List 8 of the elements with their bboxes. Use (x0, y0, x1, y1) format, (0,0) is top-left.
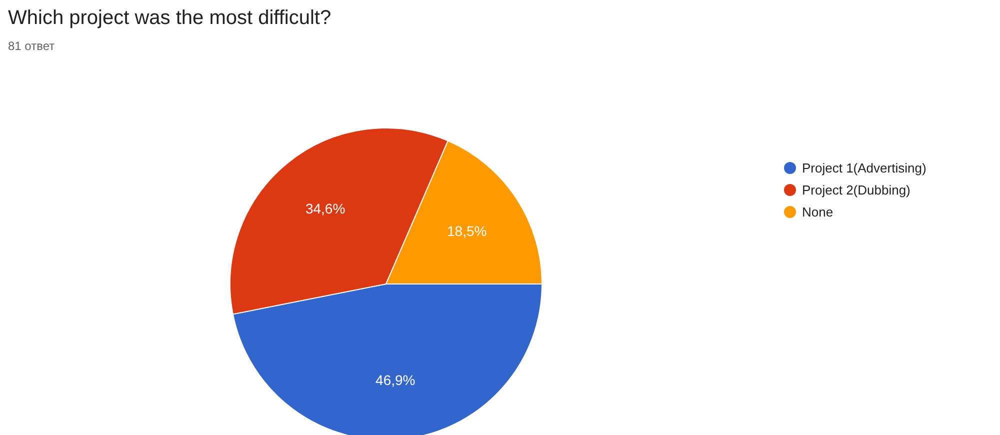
legend-label: None (802, 204, 834, 220)
chart-title: Which project was the most difficult? (8, 7, 332, 29)
legend-label: Project 2(Dubbing) (802, 182, 910, 198)
data-label: 34,6% (305, 200, 346, 217)
data-label: 46,9% (376, 372, 416, 388)
legend-label: Project 1(Advertising) (802, 160, 926, 176)
text: 81 ответ (8, 39, 56, 53)
data-label: 18,5% (446, 222, 487, 239)
